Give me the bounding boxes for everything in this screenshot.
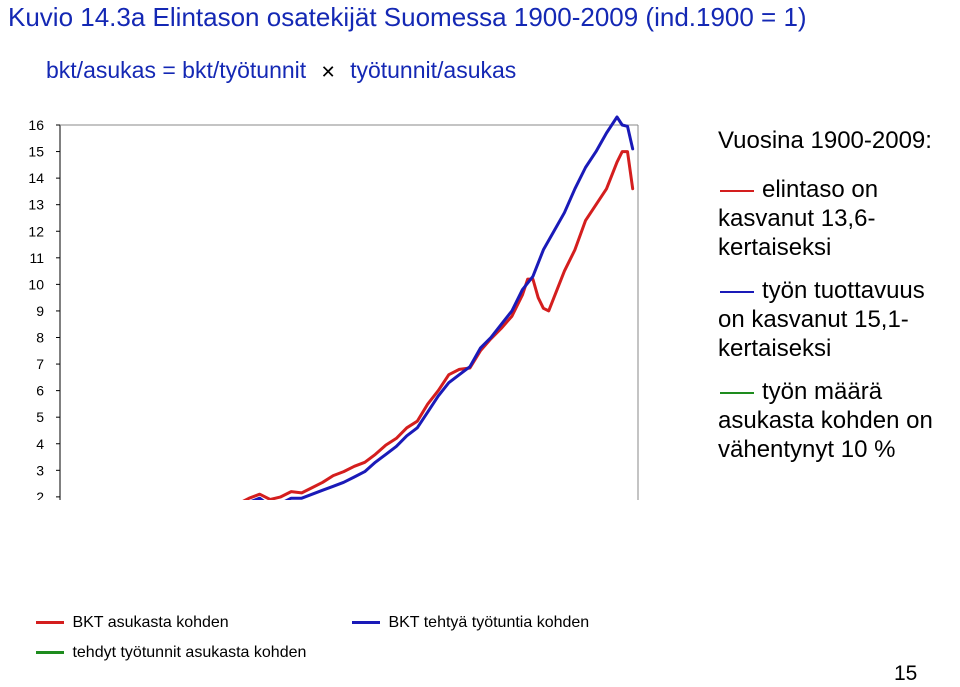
series-line-1 bbox=[250, 115, 635, 500]
y-tick-label: 16 bbox=[28, 117, 44, 133]
y-tick-label: 3 bbox=[36, 462, 44, 478]
y-tick-label: 15 bbox=[28, 144, 44, 160]
legend-swatch-red bbox=[36, 621, 64, 625]
y-tick-label: 8 bbox=[36, 330, 44, 346]
chart-axes bbox=[59, 124, 639, 500]
subtitle-right: työtunnit/asukas bbox=[350, 57, 517, 83]
y-tick-label: 2 bbox=[36, 489, 44, 500]
y-tick-label: 14 bbox=[28, 170, 44, 186]
y-axis-ticks: 012345678910111213141516 bbox=[28, 117, 60, 500]
y-tick-label: 11 bbox=[29, 250, 44, 266]
summary-panel: Vuosina 1900-2009: elintaso on kasvanut … bbox=[718, 126, 948, 478]
summary-note-work-hours: työn määrä asukasta kohden on vähentynyt… bbox=[718, 377, 948, 464]
subtitle-left: bkt/asukas = bkt/työtunnit bbox=[46, 57, 307, 83]
multiply-icon: ✕ bbox=[320, 62, 336, 82]
chart-subtitle: bkt/asukas = bkt/työtunnit ✕ työtunnit/a… bbox=[46, 57, 516, 84]
y-tick-label: 12 bbox=[28, 223, 44, 239]
note-line-green bbox=[720, 391, 754, 394]
note-text: työn määrä asukasta kohden on vähentynyt… bbox=[718, 378, 933, 463]
legend-item-blue: BKT tehtyä työtuntia kohden bbox=[352, 614, 589, 632]
chart-title: Kuvio 14.3a Elintason osatekijät Suomess… bbox=[8, 2, 807, 32]
note-text: elintaso on kasvanut 13,6-kertaiseksi bbox=[718, 176, 879, 261]
y-tick-label: 7 bbox=[36, 356, 44, 372]
legend-swatch-green bbox=[36, 651, 64, 655]
legend-label-red: BKT asukasta kohden bbox=[72, 614, 229, 631]
note-line-blue bbox=[720, 290, 754, 293]
y-tick-label: 6 bbox=[36, 383, 44, 399]
legend-label-green: tehdyt työtunnit asukasta kohden bbox=[72, 644, 307, 661]
chart-series bbox=[242, 115, 635, 500]
note-text: työn tuottavuus on kasvanut 15,1-kertais… bbox=[718, 277, 925, 362]
legend-item-green: tehdyt työtunnit asukasta kohden bbox=[36, 644, 306, 662]
legend-item-red: BKT asukasta kohden bbox=[36, 614, 229, 632]
y-tick-label: 5 bbox=[36, 409, 44, 425]
y-tick-label: 4 bbox=[36, 436, 44, 452]
series-line-0 bbox=[242, 150, 635, 500]
y-tick-label: 9 bbox=[36, 303, 44, 319]
summary-heading: Vuosina 1900-2009: bbox=[718, 127, 932, 154]
y-tick-label: 13 bbox=[28, 197, 44, 213]
legend-label-blue: BKT tehtyä työtuntia kohden bbox=[388, 614, 590, 631]
line-chart: 012345678910111213141516 190019101920193… bbox=[28, 115, 639, 500]
legend-swatch-blue bbox=[352, 621, 380, 625]
note-line-red bbox=[720, 189, 754, 192]
y-tick-label: 10 bbox=[28, 276, 44, 292]
page-number: 15 bbox=[894, 662, 918, 685]
summary-note-living-standard: elintaso on kasvanut 13,6-kertaiseksi bbox=[718, 175, 948, 262]
summary-note-productivity: työn tuottavuus on kasvanut 15,1-kertais… bbox=[718, 276, 948, 363]
